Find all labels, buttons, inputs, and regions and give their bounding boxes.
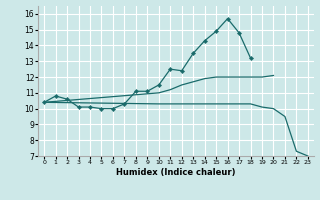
X-axis label: Humidex (Indice chaleur): Humidex (Indice chaleur) [116, 168, 236, 177]
